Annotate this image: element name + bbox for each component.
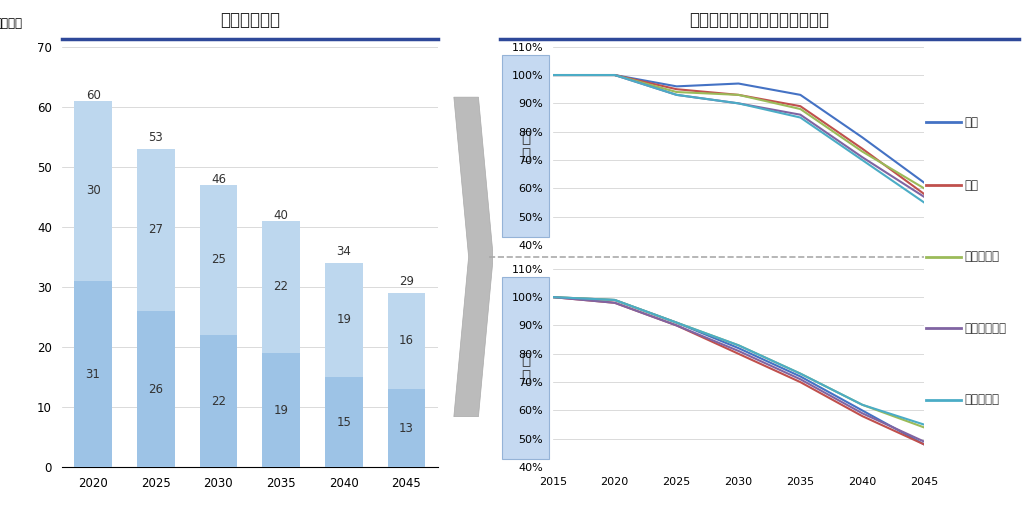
Text: 46: 46 [211, 173, 226, 186]
Text: 30: 30 [85, 184, 101, 197]
Polygon shape [454, 97, 493, 417]
Legend: 65歳未満, 65歳以上: 65歳未満, 65歳以上 [158, 514, 304, 519]
Text: 肺炎: 肺炎 [965, 116, 979, 129]
Text: 骨折: 骨折 [965, 179, 979, 192]
Text: 16: 16 [399, 334, 414, 348]
Text: 15: 15 [336, 416, 351, 429]
Bar [74, 281, 112, 467]
Bar [137, 311, 175, 467]
Bar [262, 221, 299, 353]
Text: 22: 22 [211, 394, 226, 407]
Text: 27: 27 [148, 223, 164, 236]
Text: 31: 31 [85, 367, 101, 380]
Text: 26: 26 [148, 383, 164, 395]
Text: 53: 53 [148, 131, 164, 144]
Text: 将来推計患者数（変化の割合）: 将来推計患者数（変化の割合） [689, 10, 829, 29]
Text: 13: 13 [399, 421, 414, 434]
Text: 29: 29 [399, 275, 414, 288]
Bar [325, 263, 362, 377]
Bar [388, 389, 425, 467]
Bar [200, 185, 238, 335]
Text: 将来推計人口: 将来推計人口 [220, 10, 280, 29]
Text: 19: 19 [274, 404, 288, 417]
Bar [262, 353, 299, 467]
Text: 19: 19 [336, 313, 351, 326]
Bar [325, 377, 362, 467]
Text: 悪性新生物: 悪性新生物 [965, 393, 1000, 406]
FancyBboxPatch shape [502, 277, 548, 459]
Bar [137, 149, 175, 311]
Text: 外
来: 外 来 [521, 352, 530, 384]
Text: 25: 25 [211, 253, 225, 266]
Bar [388, 293, 425, 389]
Text: 入
院: 入 院 [521, 130, 530, 162]
Bar [74, 101, 112, 281]
Text: 40: 40 [274, 209, 288, 222]
FancyBboxPatch shape [502, 54, 548, 237]
Text: 22: 22 [274, 280, 288, 293]
Text: 虚血性心疾患: 虚血性心疾患 [965, 322, 1006, 335]
Text: 脳血管障害: 脳血管障害 [965, 250, 1000, 264]
Text: （千人）: （千人） [0, 17, 22, 30]
Text: 34: 34 [336, 245, 351, 258]
Bar [200, 335, 238, 467]
Text: 60: 60 [85, 89, 101, 102]
